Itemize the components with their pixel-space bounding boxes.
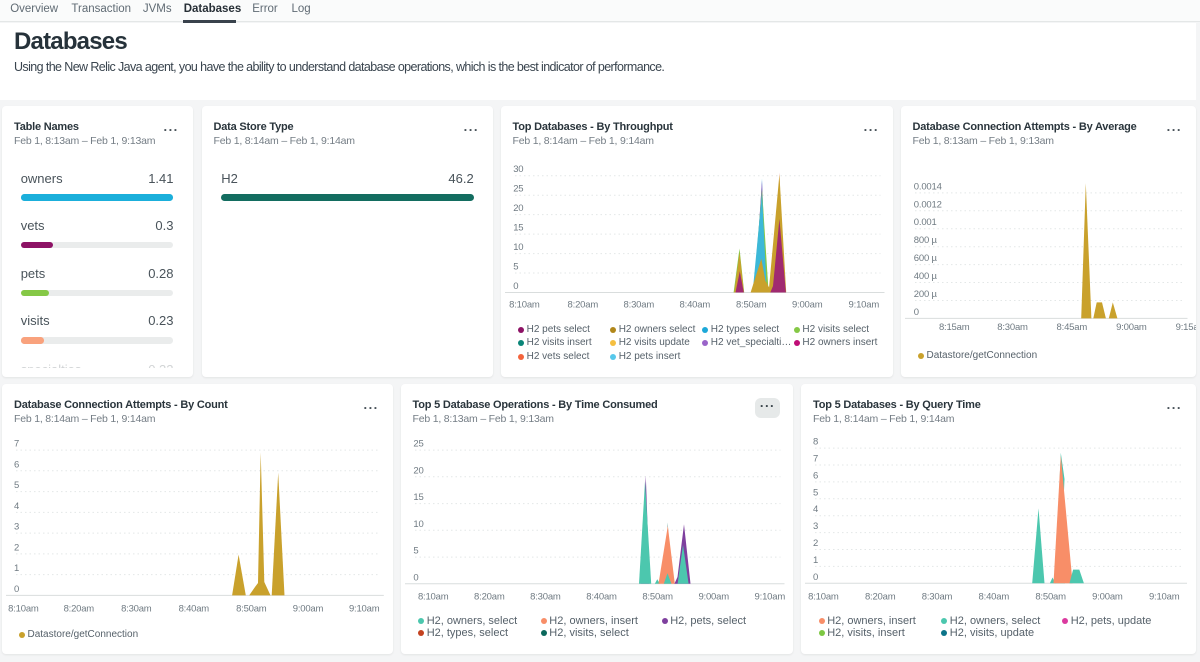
svg-text:7: 7 bbox=[14, 439, 19, 450]
svg-text:0.001: 0.001 bbox=[913, 217, 936, 228]
svg-text:8:20am: 8:20am bbox=[64, 603, 95, 614]
svg-text:5: 5 bbox=[413, 546, 418, 557]
svg-text:0.0014: 0.0014 bbox=[913, 181, 941, 192]
svg-text:25: 25 bbox=[413, 439, 423, 450]
svg-text:8:30am: 8:30am bbox=[922, 592, 953, 603]
svg-text:2: 2 bbox=[813, 538, 818, 549]
svg-text:0: 0 bbox=[913, 307, 918, 318]
svg-text:1: 1 bbox=[14, 563, 19, 574]
svg-text:9:00am: 9:00am bbox=[791, 300, 822, 311]
svg-text:8:20am: 8:20am bbox=[567, 300, 598, 311]
svg-text:8:50am: 8:50am bbox=[735, 300, 766, 311]
svg-text:8:20am: 8:20am bbox=[865, 592, 896, 603]
svg-text:0.0012: 0.0012 bbox=[913, 199, 941, 210]
svg-text:9:10am: 9:10am bbox=[349, 603, 380, 614]
svg-text:9:10am: 9:10am bbox=[848, 300, 879, 311]
svg-text:25: 25 bbox=[513, 184, 523, 195]
svg-text:8:45am: 8:45am bbox=[1056, 322, 1087, 333]
svg-text:8:15am: 8:15am bbox=[938, 322, 969, 333]
svg-text:6: 6 bbox=[14, 459, 19, 470]
svg-text:8:40am: 8:40am bbox=[586, 592, 617, 603]
svg-text:8:50am: 8:50am bbox=[1035, 592, 1066, 603]
svg-text:9:00am: 9:00am bbox=[1116, 322, 1147, 333]
svg-text:8: 8 bbox=[813, 437, 818, 448]
svg-text:30: 30 bbox=[513, 164, 523, 175]
svg-text:8:10am: 8:10am bbox=[509, 300, 540, 311]
svg-text:4: 4 bbox=[14, 501, 19, 512]
svg-text:8:10am: 8:10am bbox=[417, 592, 448, 603]
svg-text:9:00am: 9:00am bbox=[293, 603, 324, 614]
svg-text:5: 5 bbox=[813, 487, 818, 498]
svg-text:9:10am: 9:10am bbox=[754, 592, 785, 603]
svg-text:15: 15 bbox=[513, 223, 523, 234]
svg-text:8:10am: 8:10am bbox=[808, 592, 839, 603]
svg-text:9:00am: 9:00am bbox=[698, 592, 729, 603]
svg-text:0: 0 bbox=[14, 584, 19, 595]
svg-text:8:40am: 8:40am bbox=[179, 603, 210, 614]
svg-text:20: 20 bbox=[513, 203, 523, 214]
svg-text:10: 10 bbox=[513, 242, 523, 253]
svg-text:8:10am: 8:10am bbox=[8, 603, 39, 614]
svg-text:5: 5 bbox=[14, 480, 19, 491]
svg-text:9:15am: 9:15am bbox=[1175, 322, 1196, 333]
svg-text:5: 5 bbox=[513, 262, 518, 273]
svg-text:8:30am: 8:30am bbox=[623, 300, 654, 311]
svg-text:8:30am: 8:30am bbox=[530, 592, 561, 603]
svg-text:3: 3 bbox=[14, 522, 19, 533]
svg-text:9:10am: 9:10am bbox=[1149, 592, 1180, 603]
svg-text:9:00am: 9:00am bbox=[1092, 592, 1123, 603]
svg-text:6: 6 bbox=[813, 470, 818, 481]
svg-text:400 µ: 400 µ bbox=[913, 271, 937, 282]
svg-text:20: 20 bbox=[413, 465, 423, 476]
svg-text:8:20am: 8:20am bbox=[474, 592, 505, 603]
svg-text:0: 0 bbox=[813, 572, 818, 583]
svg-text:8:50am: 8:50am bbox=[642, 592, 673, 603]
svg-text:15: 15 bbox=[413, 492, 423, 503]
svg-text:2: 2 bbox=[14, 542, 19, 553]
svg-text:200 µ: 200 µ bbox=[913, 289, 937, 300]
svg-text:8:30am: 8:30am bbox=[121, 603, 152, 614]
svg-text:8:40am: 8:40am bbox=[979, 592, 1010, 603]
svg-text:8:40am: 8:40am bbox=[679, 300, 710, 311]
svg-text:4: 4 bbox=[813, 504, 818, 515]
svg-text:3: 3 bbox=[813, 521, 818, 532]
svg-text:0: 0 bbox=[513, 281, 518, 292]
svg-text:800 µ: 800 µ bbox=[913, 235, 937, 246]
svg-text:1: 1 bbox=[813, 555, 818, 566]
svg-text:8:50am: 8:50am bbox=[236, 603, 267, 614]
svg-text:0: 0 bbox=[413, 572, 418, 583]
svg-text:8:30am: 8:30am bbox=[997, 322, 1028, 333]
svg-text:10: 10 bbox=[413, 519, 423, 530]
svg-text:7: 7 bbox=[813, 454, 818, 465]
svg-text:600 µ: 600 µ bbox=[913, 253, 937, 264]
